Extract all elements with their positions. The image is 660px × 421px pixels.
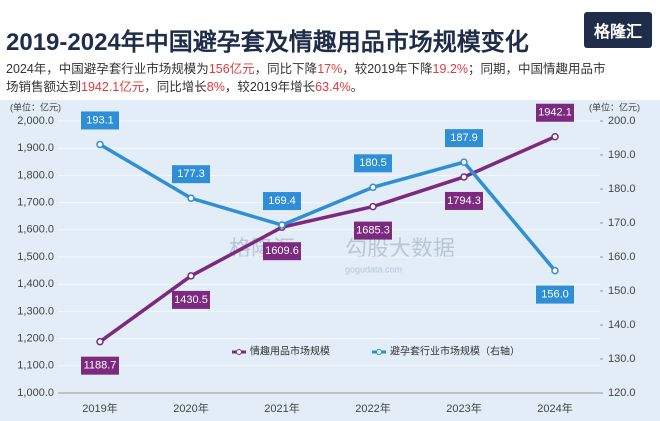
subtitle-part: 63.4% bbox=[315, 80, 351, 94]
subtitle-part: ，较2019年下降 bbox=[342, 62, 433, 76]
data-label: 1942.1 bbox=[538, 107, 572, 119]
logo: 格隆汇 bbox=[583, 12, 652, 48]
x-tick-label: 2020年 bbox=[173, 401, 208, 415]
point bbox=[96, 140, 104, 149]
y2-tick-label: 200.0 bbox=[608, 115, 636, 127]
y-tick-label: 1,700.0 bbox=[17, 197, 54, 209]
x-tick-label: 2024年 bbox=[537, 401, 572, 415]
label-box bbox=[263, 242, 301, 261]
subtitle-part: 1942.1亿元 bbox=[81, 80, 145, 94]
point bbox=[460, 158, 468, 166]
label-box bbox=[172, 165, 210, 184]
data-label: 1685.3 bbox=[356, 225, 390, 237]
point bbox=[187, 194, 195, 202]
y-tick-label: 1,800.0 bbox=[17, 169, 54, 181]
data-label: 1794.3 bbox=[447, 195, 481, 207]
watermark-site: gogudata.com bbox=[345, 264, 402, 274]
data-label: 177.3 bbox=[177, 168, 205, 180]
label-box bbox=[536, 103, 574, 122]
subtitle: 2024年，中国避孕套行业市场规模为156亿元，同比下降17%，较2019年下降… bbox=[6, 60, 606, 96]
subtitle-part: 19.2% bbox=[432, 62, 468, 76]
subtitle-part: 8% bbox=[206, 80, 225, 94]
data-label: 156.0 bbox=[541, 289, 569, 301]
y2-tick-label: 120.0 bbox=[608, 387, 636, 399]
x-tick-label: 2019年 bbox=[82, 401, 117, 415]
data-label: 169.4 bbox=[268, 195, 296, 207]
y-tick-label: 1,600.0 bbox=[17, 224, 54, 236]
y2-tick-label: 190.0 bbox=[608, 149, 636, 161]
y2-tick-label: 130.0 bbox=[608, 353, 636, 365]
subtitle-part: 156亿元 bbox=[208, 62, 255, 76]
point bbox=[369, 202, 377, 211]
y-tick-label: 1,200.0 bbox=[17, 333, 54, 345]
legend-label: 情趣用品市场规模 bbox=[250, 345, 330, 358]
y2-tick-label: 180.0 bbox=[608, 183, 636, 195]
data-label: 187.9 bbox=[450, 132, 478, 144]
y-tick-label: 1,500.0 bbox=[17, 251, 54, 263]
legend-marker bbox=[236, 349, 242, 355]
label-box bbox=[445, 191, 483, 210]
label-box bbox=[445, 129, 483, 148]
point bbox=[551, 266, 559, 275]
y-tick-label: 1,100.0 bbox=[17, 360, 54, 372]
data-label: 193.1 bbox=[86, 114, 114, 126]
data-label: 1188.7 bbox=[84, 360, 117, 372]
line bbox=[98, 135, 556, 344]
chart-title: 2019-2024年中国避孕套及情趣用品市场规模变化 bbox=[6, 29, 529, 56]
point bbox=[187, 272, 195, 280]
label-box bbox=[81, 356, 119, 375]
y-tick-label: 1,000.0 bbox=[17, 387, 54, 399]
label-box bbox=[81, 111, 119, 130]
label-box bbox=[354, 221, 392, 240]
subtitle-part: ；同期，中国情趣用品市场销售额达到 bbox=[6, 62, 606, 94]
y-tick-label: 1,900.0 bbox=[17, 142, 54, 154]
data-label: 1609.6 bbox=[265, 245, 299, 257]
subtitle-part: ，较2019年增长 bbox=[224, 80, 316, 94]
y2-tick-label: 170.0 bbox=[608, 217, 636, 229]
y2-tick-label: 140.0 bbox=[608, 319, 636, 331]
point bbox=[278, 221, 286, 229]
label-box bbox=[172, 290, 210, 309]
subtitle-part: ，同比增长 bbox=[144, 80, 207, 94]
line bbox=[99, 142, 557, 272]
legend-marker bbox=[376, 349, 382, 355]
subtitle-part: 。 bbox=[350, 80, 364, 94]
y-tick-label: 1,300.0 bbox=[17, 305, 54, 317]
y2-unit: (单位：亿元) bbox=[589, 101, 640, 112]
label-box bbox=[536, 285, 574, 304]
subtitle-part: 17% bbox=[317, 62, 343, 76]
y-tick-label: 2,000.0 bbox=[17, 115, 54, 127]
legend-label: 避孕套行业市场规模（右轴） bbox=[390, 345, 520, 358]
point bbox=[369, 183, 377, 192]
data-label: 180.5 bbox=[359, 157, 387, 169]
x-tick-label: 2022年 bbox=[355, 401, 390, 415]
y2-tick-label: 160.0 bbox=[608, 251, 636, 263]
y2-tick-label: 150.0 bbox=[608, 285, 636, 297]
subtitle-part: ，同比下降 bbox=[254, 62, 318, 76]
subtitle-part: 2024年，中国避孕套行业市场规模为 bbox=[6, 62, 209, 76]
label-box bbox=[354, 154, 392, 173]
point bbox=[551, 132, 559, 141]
x-tick-label: 2021年 bbox=[264, 401, 299, 415]
label-box bbox=[263, 192, 301, 211]
point bbox=[460, 173, 468, 181]
x-tick-label: 2023年 bbox=[446, 401, 481, 415]
data-label: 1430.5 bbox=[174, 294, 208, 306]
point bbox=[96, 337, 104, 346]
y-tick-label: 1,400.0 bbox=[17, 278, 54, 290]
y-unit: (单位：亿元) bbox=[10, 101, 61, 112]
